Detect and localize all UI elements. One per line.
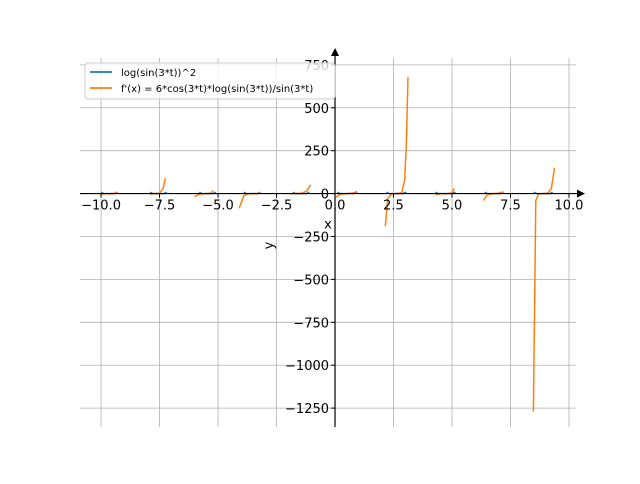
y-tick-label: −500 [293, 273, 329, 288]
legend-label: log(sin(3*t))^2 [121, 68, 196, 79]
y-tick-label: −1250 [285, 402, 329, 417]
y-tick-label: −250 [293, 230, 329, 245]
y-tick-label: 0 [321, 188, 329, 203]
axes: −10.0−7.5−5.0−2.50.02.55.07.510.07505002… [80, 48, 585, 427]
series-2-line [335, 190, 358, 198]
x-tick-label: −2.5 [261, 199, 293, 214]
y-axis-label: y [262, 241, 277, 249]
y-tick-label: −750 [293, 316, 329, 331]
x-tick-label: −5.0 [202, 199, 234, 214]
x-tick-label: −10.0 [81, 199, 121, 214]
y-tick-label: 500 [304, 102, 329, 117]
legend: log(sin(3*t))^2 f'(x) = 6*cos(3*t)*log(si… [84, 62, 336, 100]
x-tick-label: 5.0 [442, 199, 463, 214]
y-axis-arrow-icon [331, 48, 340, 56]
legend-box [84, 62, 336, 100]
x-tick-label: 0.0 [325, 199, 346, 214]
y-tick-label: −1000 [285, 359, 329, 374]
series-2-line [238, 192, 261, 209]
x-axis-label: x [324, 218, 332, 233]
series-2-line [532, 167, 556, 412]
x-tick-label: −7.5 [144, 199, 176, 214]
x-tick-label: 10.0 [555, 199, 584, 214]
legend-label: f'(x) = 6*cos(3*t)*log(sin(3*t))/sin(3*t… [121, 84, 313, 95]
series-2-line [150, 177, 167, 196]
y-tick-label: 250 [304, 145, 329, 160]
x-tick-label: 2.5 [383, 199, 404, 214]
x-axis-arrow-icon [577, 189, 585, 198]
x-tick-label: 7.5 [500, 199, 521, 214]
